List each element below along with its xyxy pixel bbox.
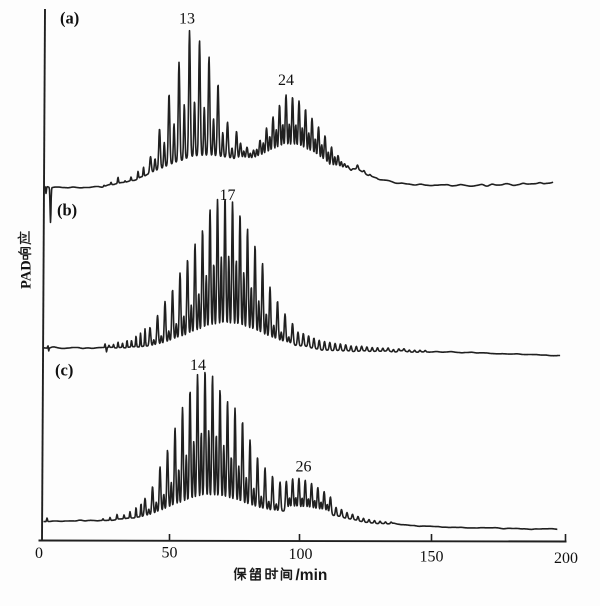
svg-text:150: 150 [420,549,444,566]
svg-text:PAD: PAD [19,260,35,289]
svg-text:26: 26 [296,459,312,476]
svg-text:/min: /min [296,567,328,584]
svg-text:24: 24 [278,72,294,89]
svg-text:13: 13 [179,11,195,28]
svg-text:(b): (b) [57,201,77,220]
svg-text:14: 14 [190,357,206,374]
svg-text:0: 0 [35,545,43,562]
svg-text:50: 50 [162,545,178,562]
svg-text:17: 17 [220,187,236,204]
svg-text:200: 200 [554,550,578,567]
svg-text:(c): (c) [55,361,73,380]
svg-text:100: 100 [289,546,313,563]
svg-text:(a): (a) [60,9,79,28]
